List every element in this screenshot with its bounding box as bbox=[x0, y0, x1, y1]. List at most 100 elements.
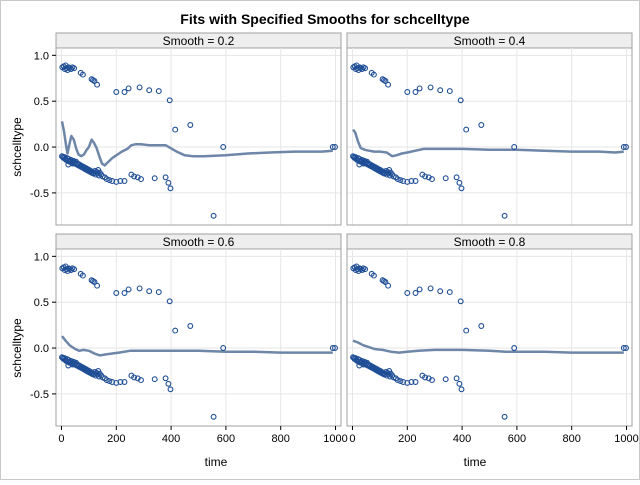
panel-frame bbox=[346, 233, 633, 427]
data-point bbox=[166, 97, 173, 104]
x-tick-label: 1000 bbox=[323, 433, 347, 445]
data-point bbox=[113, 290, 120, 296]
data-point bbox=[623, 144, 629, 150]
data-point bbox=[109, 379, 116, 385]
data-point bbox=[332, 144, 338, 150]
data-point bbox=[446, 289, 453, 296]
data-point bbox=[138, 377, 144, 384]
data-point bbox=[167, 386, 174, 393]
data-point bbox=[94, 282, 101, 289]
x-tick-label: 800 bbox=[272, 433, 290, 445]
data-point bbox=[131, 374, 138, 381]
data-point bbox=[65, 362, 72, 369]
data-point bbox=[370, 272, 377, 279]
data-point bbox=[370, 71, 377, 78]
data-point bbox=[136, 285, 143, 292]
x-tick-label: 0 bbox=[58, 433, 64, 445]
data-point bbox=[329, 345, 336, 351]
data-point bbox=[172, 327, 179, 334]
y-tick-label: -0.5 bbox=[30, 188, 49, 200]
data-point bbox=[456, 380, 463, 387]
data-point bbox=[412, 89, 419, 95]
panel-title: Smooth = 0.2 bbox=[163, 34, 235, 48]
data-point bbox=[416, 85, 423, 92]
data-point bbox=[408, 379, 415, 385]
data-point bbox=[412, 379, 419, 385]
data-point bbox=[136, 84, 143, 91]
data-point bbox=[109, 178, 116, 184]
data-point bbox=[117, 178, 124, 184]
data-point bbox=[416, 286, 423, 293]
data-point bbox=[429, 176, 435, 183]
panel-header bbox=[347, 33, 632, 48]
panel-frame bbox=[55, 32, 342, 226]
smooth-fit-line bbox=[352, 339, 624, 354]
data-point bbox=[151, 175, 158, 182]
data-point bbox=[125, 286, 132, 293]
data-point bbox=[501, 212, 508, 219]
panels: Smooth = 0.2 1.0 0.5 0.0 -0.5 Smooth = 0.4 Smo… bbox=[30, 32, 639, 445]
data-point bbox=[422, 173, 429, 180]
data-point bbox=[172, 126, 179, 133]
panel-2: Smooth = 0.4 bbox=[346, 32, 633, 226]
data-point bbox=[394, 377, 401, 384]
data-point bbox=[125, 85, 132, 92]
x-tick-label: 800 bbox=[563, 433, 581, 445]
data-point bbox=[210, 413, 217, 420]
data-point bbox=[113, 379, 120, 386]
smooth-fit-line bbox=[352, 128, 624, 158]
data-point bbox=[162, 174, 169, 181]
data-point bbox=[69, 160, 76, 167]
smooth-fit-line bbox=[61, 335, 333, 357]
data-point bbox=[437, 288, 444, 295]
data-point bbox=[429, 377, 435, 384]
data-point bbox=[166, 298, 173, 305]
data-point bbox=[187, 122, 194, 128]
panel-header bbox=[56, 234, 341, 249]
data-point bbox=[220, 345, 227, 351]
data-point bbox=[404, 89, 411, 95]
chart-title: Fits with Specified Smooths for schcellt… bbox=[180, 11, 470, 27]
data-point bbox=[165, 179, 172, 186]
data-point bbox=[394, 176, 401, 183]
data-point bbox=[404, 178, 411, 185]
data-point bbox=[65, 161, 72, 168]
data-point bbox=[458, 185, 465, 192]
data-point bbox=[501, 413, 508, 420]
data-point bbox=[511, 345, 518, 351]
data-point bbox=[408, 178, 415, 184]
data-point bbox=[458, 386, 465, 393]
data-point bbox=[167, 185, 174, 192]
data-point bbox=[113, 178, 120, 185]
data-point bbox=[106, 378, 113, 385]
data-point bbox=[397, 378, 404, 385]
y-axis-label: schcelltype bbox=[10, 318, 24, 378]
data-point bbox=[155, 289, 162, 296]
panel-1: Smooth = 0.2 1.0 0.5 0.0 -0.5 bbox=[30, 32, 342, 226]
data-point bbox=[356, 161, 363, 168]
data-point bbox=[404, 379, 411, 386]
panel-title: Smooth = 0.4 bbox=[454, 34, 526, 48]
data-point bbox=[360, 361, 367, 368]
data-point bbox=[412, 178, 419, 184]
data-point bbox=[79, 71, 86, 78]
data-point bbox=[382, 279, 389, 285]
data-point bbox=[362, 65, 369, 72]
data-point bbox=[138, 176, 144, 183]
data-point bbox=[457, 97, 464, 104]
data-point bbox=[103, 176, 110, 183]
data-point bbox=[511, 144, 518, 150]
data-point bbox=[121, 178, 128, 184]
y-tick-label: 0.0 bbox=[34, 142, 49, 154]
x-tick-label: 400 bbox=[453, 433, 471, 445]
data-point bbox=[220, 144, 227, 150]
x-tick-label: 600 bbox=[217, 433, 235, 445]
data-point bbox=[437, 87, 444, 94]
data-point bbox=[620, 144, 627, 150]
data-point bbox=[442, 376, 449, 383]
data-point bbox=[162, 375, 169, 382]
x-tick-label: 600 bbox=[508, 433, 526, 445]
x-tick-label: 200 bbox=[107, 433, 125, 445]
data-point bbox=[453, 174, 460, 181]
